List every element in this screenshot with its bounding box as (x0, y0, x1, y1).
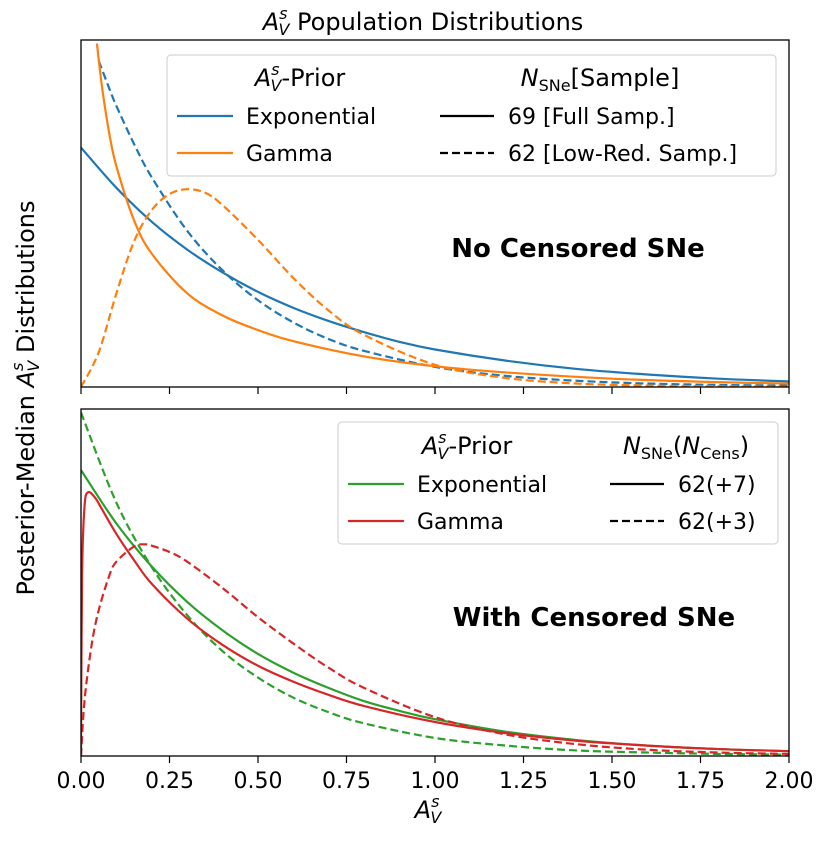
x-tick-label: 0.00 (57, 769, 106, 794)
x-tick-label: 2.00 (765, 769, 814, 794)
bottom-panel-annotation: With Censored SNe (453, 603, 735, 633)
figure-title: As V Population Distributions (261, 4, 584, 39)
top-series-group (81, 43, 789, 387)
top-legend-label-gamma: Gamma (246, 142, 333, 167)
bottom-series-group (81, 412, 789, 756)
bottom-legend-label-exponential: Exponential (417, 473, 547, 498)
x-tick-label: 1.50 (588, 769, 637, 794)
x-tick-label: 0.25 (145, 769, 194, 794)
x-tick-label: 0.50 (234, 769, 283, 794)
bottom-series-exponential-dashed (81, 412, 789, 756)
x-tick-label: 0.75 (322, 769, 371, 794)
bottom-legend-prior-header: As V-Prior (420, 428, 513, 463)
top-series-exponential-dashed (97, 60, 789, 387)
top-series-gamma-solid (95, 43, 789, 385)
y-axis-label: Posterior-Median AsV Distributions (8, 201, 43, 596)
top-series-exponential-solid (81, 146, 789, 383)
top-panel: As V-Prior NSNe[Sample] Exponential Gamma… (80, 39, 790, 394)
bottom-series-gamma-solid (81, 490, 789, 756)
top-legend-label-exponential: Exponential (246, 105, 376, 130)
bottom-series-gamma-dashed (81, 543, 789, 756)
top-x-ticks (80, 387, 790, 394)
x-axis-label: As V (413, 792, 443, 827)
top-legend-label-low-red-sample: 62 [Low-Red. Samp.] (508, 142, 737, 167)
top-panel-annotation: No Censored SNe (451, 234, 704, 264)
bottom-legend-label-plus7: 62(+7) (678, 473, 756, 498)
bottom-legend-box (337, 421, 779, 545)
top-legend: As V-Prior NSNe[Sample] Exponential Gamma… (166, 54, 777, 177)
bottom-x-ticks: 0.00 0.25 0.50 0.75 1.00 1.25 1.50 1.75 2.00 (57, 756, 814, 794)
bottom-legend-sample-header: NSNe(NCens) (623, 432, 749, 463)
bottom-legend: As V-Prior NSNe(NCens) Exponential Gamma … (337, 421, 779, 545)
top-legend-prior-header: As V-Prior (253, 60, 346, 95)
x-tick-label: 1.75 (676, 769, 725, 794)
top-legend-label-full-sample: 69 [Full Samp.] (508, 105, 675, 130)
top-series-gamma-dashed (81, 188, 789, 387)
bottom-panel: 0.00 0.25 0.50 0.75 1.00 1.25 1.50 1.75 2.00 As V… (57, 408, 814, 794)
bottom-legend-label-gamma: Gamma (417, 510, 504, 535)
x-tick-label: 1.00 (411, 769, 460, 794)
bottom-legend-label-plus3: 62(+3) (678, 510, 756, 535)
x-tick-label: 1.25 (499, 769, 548, 794)
top-legend-sample-header: NSNe[Sample] (521, 64, 680, 95)
